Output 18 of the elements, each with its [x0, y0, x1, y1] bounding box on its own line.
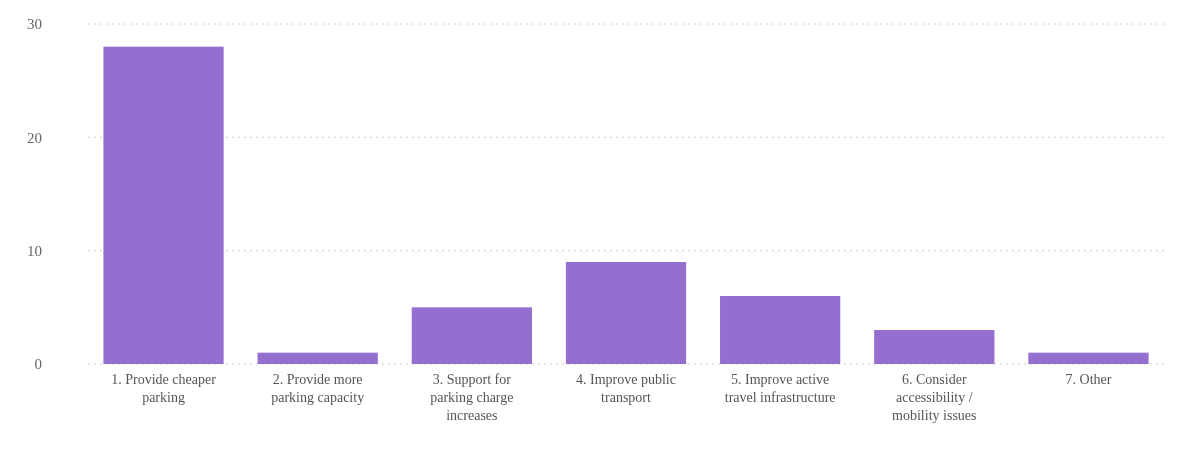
y-tick-label: 10 — [27, 242, 42, 259]
x-tick-label: 5. Improve active travel infrastructure — [724, 372, 836, 405]
bar — [874, 330, 995, 364]
y-tick-label: 30 — [27, 16, 42, 33]
x-tick-label: 2. Provide more parking capacity — [271, 372, 365, 405]
x-tick-label: 3. Support for parking charge increases — [430, 372, 514, 423]
bar — [720, 296, 841, 364]
y-tick-label: 0 — [34, 356, 42, 373]
bar — [1028, 352, 1149, 364]
bar — [257, 352, 378, 364]
x-tick-label: 1. Provide cheaper parking — [111, 372, 217, 405]
x-tick-label: 6. Consider accessibility / mobility issues — [892, 372, 977, 423]
y-tick-label: 20 — [27, 129, 42, 146]
x-tick-label: 4. Improve public transport — [576, 372, 676, 405]
bar — [411, 307, 532, 364]
bar — [103, 46, 224, 364]
bar — [565, 262, 687, 364]
x-tick-label: 7. Other — [1065, 372, 1112, 387]
